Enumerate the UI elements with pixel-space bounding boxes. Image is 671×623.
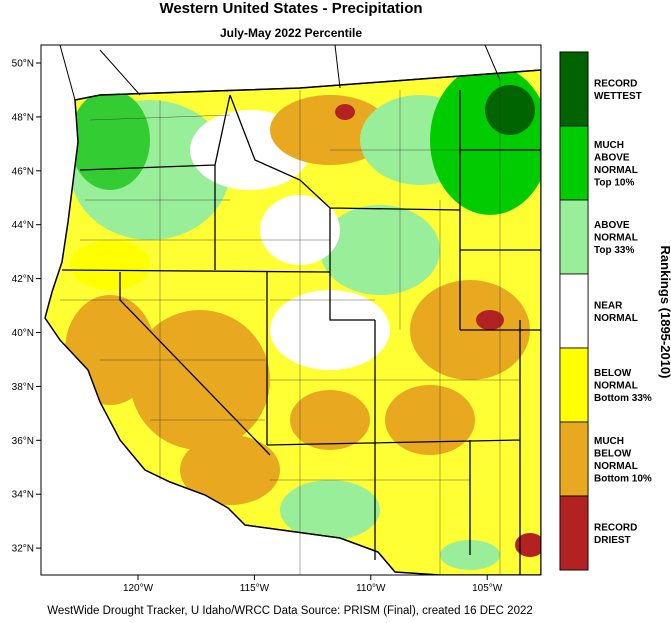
legend-label: DRIEST <box>594 535 631 546</box>
legend-label: ABOVE <box>594 220 630 231</box>
lat-label: 46°N <box>12 166 34 177</box>
lon-label: 120°W <box>123 583 154 594</box>
legend-label: NORMAL <box>594 381 638 392</box>
lat-label: 44°N <box>12 220 34 231</box>
legend-label: NORMAL <box>594 313 638 324</box>
legend-label: NORMAL <box>594 461 638 472</box>
map-area <box>41 45 541 575</box>
legend-label: RECORD <box>594 522 637 533</box>
legend-label: Top 33% <box>594 245 634 256</box>
map-frame <box>40 44 542 576</box>
legend-label: Top 10% <box>594 177 634 188</box>
lat-label: 50°N <box>12 59 34 70</box>
legend-label: Bottom 10% <box>594 473 652 484</box>
legend-label: MUCH <box>594 436 624 447</box>
legend-label: NEAR <box>594 300 623 311</box>
map-subtitle: July-May 2022 Percentile <box>220 26 362 40</box>
lat-label: 34°N <box>12 490 34 501</box>
legend-label: MUCH <box>594 140 624 151</box>
lat-label: 36°N <box>12 436 34 447</box>
legend-label: Bottom 33% <box>594 393 652 404</box>
footer: WestWide Drought Tracker, U Idaho/WRCC D… <box>47 605 533 617</box>
legend-label: NORMAL <box>594 233 638 244</box>
legend-label: ABOVE <box>594 152 630 163</box>
legend-label: RECORD <box>594 78 637 89</box>
lat-label: 42°N <box>12 274 34 285</box>
legend-label: WETTEST <box>594 91 642 102</box>
legend-swatch <box>559 125 589 201</box>
lat-label: 38°N <box>12 382 34 393</box>
lat-label: 48°N <box>12 112 34 123</box>
legend-label: BELOW <box>594 368 632 379</box>
lon-label: 115°W <box>240 583 270 594</box>
legend-label: BELOW <box>594 448 632 459</box>
legend-label: NORMAL <box>594 165 638 176</box>
legend-swatch <box>559 273 589 349</box>
map-title: Western United States - Precipitation <box>159 0 422 17</box>
legend-swatch <box>559 347 589 423</box>
lon-label: 110°W <box>356 583 386 594</box>
legend-swatch <box>559 495 589 571</box>
lat-label: 40°N <box>12 328 34 339</box>
legend-title: Rankings (1895-2010) <box>658 246 671 379</box>
lon-label: 105°W <box>472 583 503 594</box>
legend-swatch <box>559 421 589 497</box>
lat-label: 32°N <box>12 544 34 555</box>
legend-swatch <box>559 199 589 275</box>
legend-swatch <box>559 51 589 127</box>
